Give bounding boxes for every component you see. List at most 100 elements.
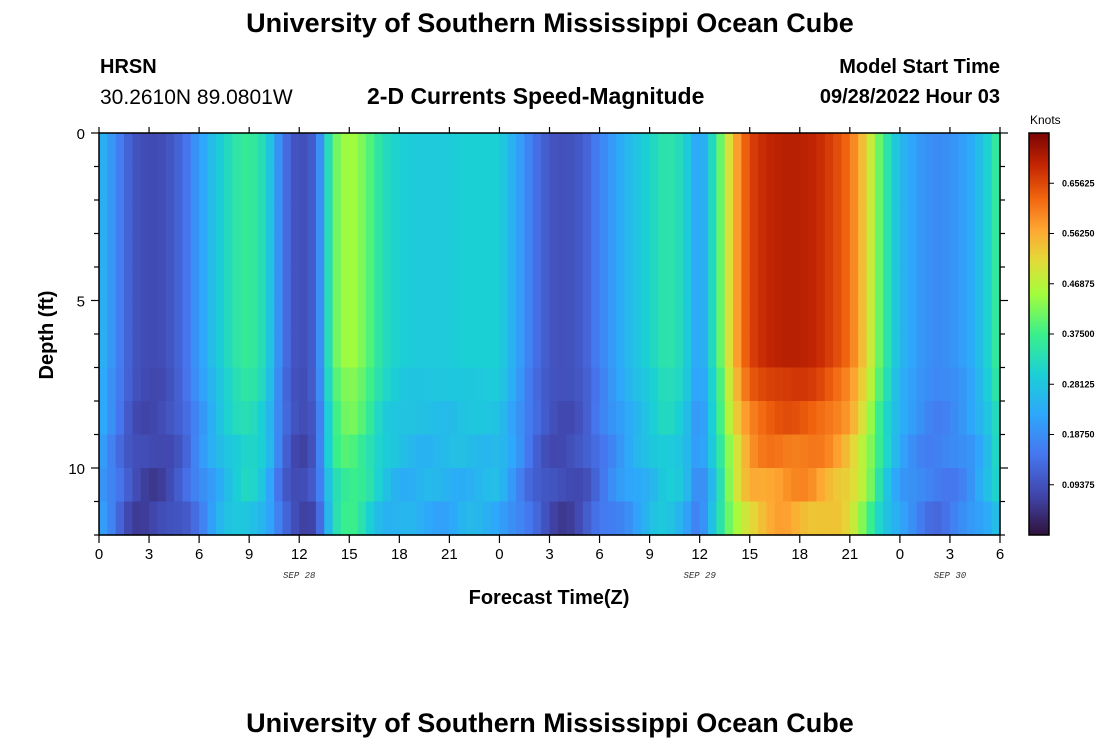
heatmap-cell bbox=[324, 233, 334, 268]
heatmap-cell bbox=[399, 200, 409, 235]
heatmap-cell bbox=[307, 300, 317, 335]
heatmap-cell bbox=[566, 267, 576, 302]
heatmap-cell bbox=[507, 501, 517, 536]
heatmap-cell bbox=[424, 233, 434, 268]
heatmap-cell bbox=[349, 468, 359, 503]
heatmap-cell bbox=[599, 133, 609, 168]
heatmap-cell bbox=[949, 501, 959, 536]
heatmap-cell bbox=[599, 200, 609, 235]
heatmap-cell bbox=[99, 501, 108, 536]
heatmap-cell bbox=[891, 233, 901, 268]
heatmap-cell bbox=[599, 434, 609, 469]
heatmap-cell bbox=[99, 468, 108, 503]
heatmap-cell bbox=[199, 267, 209, 302]
heatmap-cell bbox=[399, 334, 409, 369]
heatmap-cell bbox=[607, 468, 617, 503]
heatmap-cell bbox=[190, 367, 200, 402]
heatmap-cell bbox=[340, 233, 350, 268]
heatmap-cell bbox=[182, 166, 192, 201]
heatmap-cell bbox=[933, 367, 943, 402]
heatmap-cell bbox=[190, 401, 200, 436]
heatmap-cell bbox=[657, 300, 667, 335]
heatmap-cell bbox=[140, 367, 150, 402]
heatmap-cell bbox=[582, 133, 592, 168]
heatmap-cell bbox=[624, 468, 634, 503]
heatmap-cell bbox=[874, 367, 884, 402]
heatmap-cell bbox=[774, 367, 784, 402]
heatmap-cell bbox=[607, 233, 617, 268]
heatmap-cell bbox=[516, 300, 526, 335]
heatmap-cell bbox=[716, 233, 726, 268]
heatmap-cell bbox=[783, 367, 793, 402]
heatmap-cell bbox=[132, 166, 142, 201]
heatmap-cell bbox=[616, 501, 626, 536]
heatmap-cell bbox=[432, 334, 442, 369]
heatmap-cell bbox=[190, 434, 200, 469]
heatmap-cell bbox=[432, 166, 442, 201]
heatmap-cell bbox=[215, 300, 225, 335]
heatmap-cell bbox=[557, 233, 567, 268]
heatmap-cell bbox=[240, 434, 250, 469]
heatmap-cell bbox=[749, 468, 759, 503]
heatmap-cell bbox=[149, 267, 158, 302]
heatmap-cell bbox=[816, 267, 826, 302]
heatmap-cell bbox=[824, 468, 834, 503]
heatmap-cell bbox=[449, 367, 459, 402]
heatmap-cell bbox=[416, 166, 425, 201]
heatmap-cell bbox=[841, 501, 851, 536]
heatmap-cell bbox=[307, 166, 317, 201]
heatmap-cell bbox=[624, 200, 634, 235]
heatmap-cell bbox=[249, 367, 259, 402]
heatmap-cell bbox=[674, 166, 684, 201]
heatmap-cell bbox=[274, 267, 284, 302]
heatmap-cell bbox=[315, 367, 325, 402]
heatmap-cell bbox=[124, 267, 133, 302]
heatmap-cell bbox=[499, 501, 509, 536]
heatmap-cell bbox=[182, 233, 192, 268]
heatmap-cell bbox=[808, 267, 818, 302]
heatmap-cell bbox=[607, 334, 617, 369]
heatmap-cell bbox=[332, 401, 342, 436]
heatmap-cell bbox=[407, 501, 417, 536]
heatmap-cell bbox=[507, 133, 517, 168]
heatmap-cell bbox=[791, 401, 801, 436]
heatmap-cell bbox=[407, 300, 417, 335]
heatmap-cell bbox=[432, 501, 442, 536]
heatmap-cell bbox=[866, 233, 876, 268]
heatmap-cell bbox=[441, 401, 450, 436]
heatmap-cell bbox=[215, 267, 225, 302]
heatmap-cell bbox=[349, 133, 359, 168]
heatmap-cell bbox=[265, 468, 275, 503]
heatmap-cell bbox=[549, 501, 559, 536]
heatmap-cell bbox=[457, 468, 467, 503]
heatmap-cell bbox=[766, 334, 776, 369]
heatmap-cell bbox=[899, 501, 909, 536]
heatmap-cell bbox=[324, 133, 334, 168]
heatmap-cell bbox=[124, 367, 133, 402]
heatmap-cell bbox=[582, 367, 592, 402]
heatmap-cell bbox=[841, 434, 851, 469]
heatmap-cell bbox=[107, 300, 117, 335]
heatmap-cell bbox=[983, 468, 993, 503]
heatmap-cell bbox=[557, 401, 567, 436]
heatmap-cell bbox=[874, 300, 884, 335]
heatmap-cell bbox=[966, 300, 976, 335]
x-tick-label: 3 bbox=[946, 546, 954, 563]
x-tick-label: 0 bbox=[495, 546, 503, 563]
heatmap-cell bbox=[182, 200, 192, 235]
heatmap-cell bbox=[607, 367, 617, 402]
heatmap-cell bbox=[657, 468, 667, 503]
heatmap-cell bbox=[466, 367, 476, 402]
heatmap-cell bbox=[724, 200, 734, 235]
heatmap-cell bbox=[716, 200, 726, 235]
heatmap-cell bbox=[140, 267, 150, 302]
heatmap-cell bbox=[557, 166, 567, 201]
heatmap-cell bbox=[883, 300, 893, 335]
heatmap-cell bbox=[349, 434, 359, 469]
heatmap-cell bbox=[157, 367, 167, 402]
heatmap-cell bbox=[766, 367, 776, 402]
heatmap-cell bbox=[666, 434, 676, 469]
heatmap-cell bbox=[566, 468, 576, 503]
heatmap-cell bbox=[591, 133, 601, 168]
heatmap-cell bbox=[340, 267, 350, 302]
